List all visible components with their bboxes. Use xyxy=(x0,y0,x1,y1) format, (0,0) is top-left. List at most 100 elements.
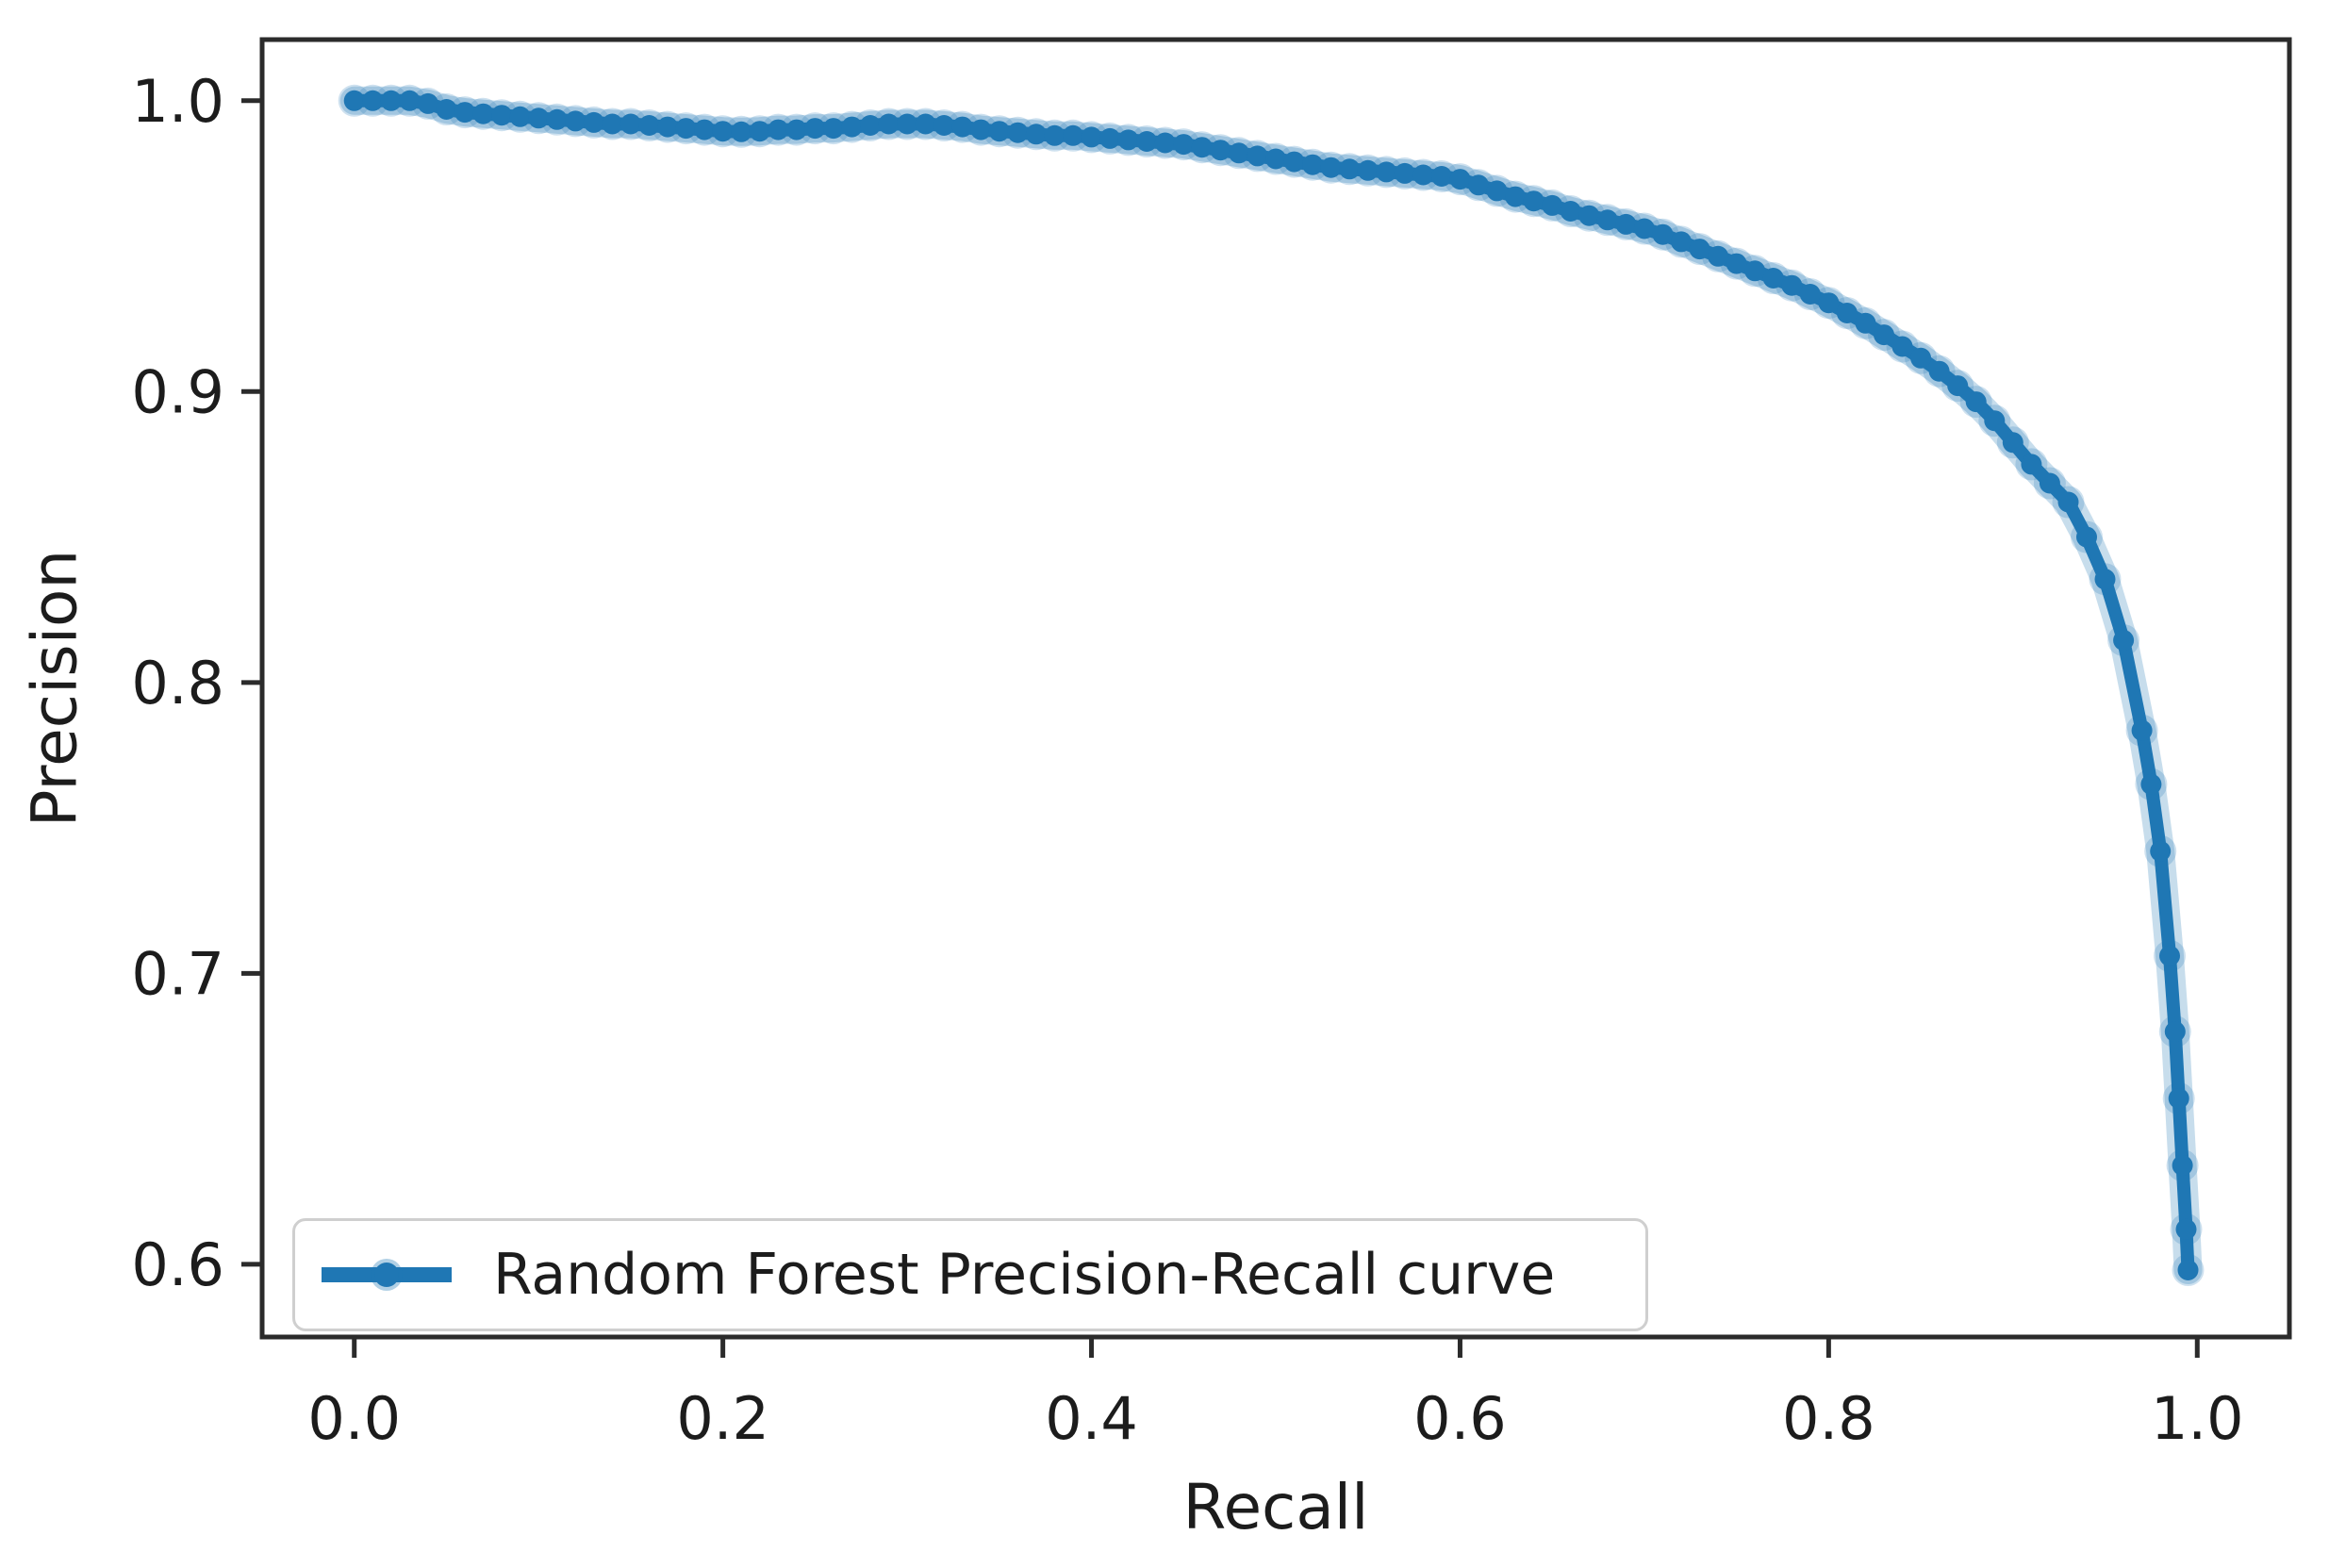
legend: Random Forest Precision-Recall curve xyxy=(292,1218,1648,1331)
data-point-marker xyxy=(1874,324,1894,346)
data-point-marker xyxy=(804,118,826,140)
data-point-marker xyxy=(1063,124,1083,146)
data-point-marker xyxy=(1468,174,1489,196)
data-point-marker xyxy=(878,113,900,135)
data-point-marker xyxy=(472,103,494,124)
data-point-marker xyxy=(2175,1218,2197,1240)
data-point-marker xyxy=(822,118,844,140)
data-point-marker xyxy=(712,121,734,142)
data-point-marker xyxy=(1836,303,1858,323)
data-point-marker xyxy=(1578,205,1600,226)
data-point-marker xyxy=(1430,166,1452,187)
data-point-marker xyxy=(1247,145,1268,167)
data-point-marker xyxy=(2177,1260,2199,1280)
data-point-marker xyxy=(1947,375,1969,397)
series-line xyxy=(347,93,2195,1277)
data-point-marker xyxy=(1173,134,1195,156)
data-point-marker xyxy=(1984,410,2006,432)
data-point-marker xyxy=(970,119,992,140)
data-point-marker xyxy=(528,107,550,129)
data-point-marker xyxy=(1671,231,1692,253)
data-point-marker xyxy=(731,121,752,142)
data-point-marker xyxy=(1726,253,1747,274)
data-point-marker xyxy=(841,116,863,138)
data-point-marker xyxy=(2094,569,2116,590)
series-line-halo xyxy=(339,86,2203,1284)
data-point-marker xyxy=(1376,161,1397,183)
x-tick-label: 1.0 xyxy=(2151,1384,2244,1453)
data-point-marker xyxy=(2168,1088,2189,1109)
x-tick-label: 0.8 xyxy=(1782,1384,1875,1453)
y-tick-label: 1.0 xyxy=(131,67,224,136)
data-point-marker xyxy=(1302,154,1324,175)
data-point-marker xyxy=(768,119,789,140)
data-point-marker xyxy=(1762,268,1784,289)
data-point-marker xyxy=(860,115,881,136)
data-point-marker xyxy=(897,113,918,135)
data-point-marker xyxy=(2076,526,2097,548)
data-point-marker xyxy=(1412,164,1434,186)
data-point-marker xyxy=(1891,336,1913,357)
data-point-marker xyxy=(1025,124,1047,145)
data-point-marker xyxy=(1965,391,1987,413)
data-point-marker xyxy=(1855,312,1876,334)
data-point-marker xyxy=(436,99,457,120)
data-point-marker xyxy=(933,115,955,136)
data-point-marker xyxy=(1542,194,1563,216)
x-axis-label: Recall xyxy=(1182,1471,1369,1543)
data-point-marker xyxy=(1265,148,1286,170)
data-point-marker xyxy=(417,92,438,114)
legend-line-marker-icon xyxy=(322,1259,452,1291)
data-point-marker xyxy=(1136,131,1158,152)
data-point-marker xyxy=(454,102,475,124)
data-point-marker xyxy=(1523,190,1544,212)
data-point-marker xyxy=(1191,137,1213,158)
data-point-marker xyxy=(399,90,421,111)
x-tick-label: 0.2 xyxy=(676,1384,769,1453)
axes-frame xyxy=(259,37,2292,1340)
data-point-marker xyxy=(1928,360,1950,382)
data-point-marker xyxy=(1560,201,1581,222)
data-point-marker xyxy=(1099,127,1121,149)
data-point-marker xyxy=(1044,124,1065,146)
data-point-marker xyxy=(602,113,623,135)
data-point-marker xyxy=(1708,245,1729,267)
y-tick-label: 0.8 xyxy=(131,649,224,718)
data-point-marker xyxy=(2150,840,2172,862)
data-point-marker xyxy=(675,118,697,140)
data-point-marker xyxy=(1505,186,1527,207)
data-point-marker xyxy=(749,121,770,142)
data-point-marker xyxy=(619,113,641,135)
data-point-marker xyxy=(546,108,568,130)
data-point-marker xyxy=(1007,122,1029,143)
data-point-marker xyxy=(1818,292,1840,314)
x-tick-label: 0.0 xyxy=(307,1384,401,1453)
data-point-marker xyxy=(509,106,531,127)
data-point-marker xyxy=(565,110,586,132)
data-point-marker xyxy=(343,90,365,111)
pr-curve-series xyxy=(338,84,2205,1286)
data-point-marker xyxy=(2002,432,2023,454)
data-point-marker xyxy=(362,90,384,111)
data-point-marker xyxy=(1781,274,1803,296)
legend-label: Random Forest Precision-Recall curve xyxy=(493,1242,1556,1308)
data-point-marker xyxy=(1117,129,1139,151)
data-point-marker xyxy=(380,90,402,111)
data-point-marker xyxy=(491,105,513,126)
data-point-marker xyxy=(2172,1155,2193,1176)
data-point-marker xyxy=(2131,719,2153,741)
axis-ticks: 0.0 0.2 0.4 0.6 0.8 1.0 1.0 0.9 0.8 0.7 0.6 xyxy=(131,67,2243,1453)
y-axis-label: Precision xyxy=(18,549,91,828)
data-point-marker xyxy=(2159,945,2180,966)
data-point-marker xyxy=(1081,126,1102,148)
data-point-marker xyxy=(1357,159,1379,181)
data-point-marker xyxy=(915,113,936,135)
data-point-marker xyxy=(638,115,660,136)
data-point-marker xyxy=(988,121,1010,142)
data-point-marker xyxy=(2021,454,2042,475)
data-point-marker xyxy=(1228,142,1249,164)
data-point-marker xyxy=(1486,180,1508,202)
data-point-marker xyxy=(1689,239,1710,260)
data-point-marker xyxy=(1799,284,1821,305)
